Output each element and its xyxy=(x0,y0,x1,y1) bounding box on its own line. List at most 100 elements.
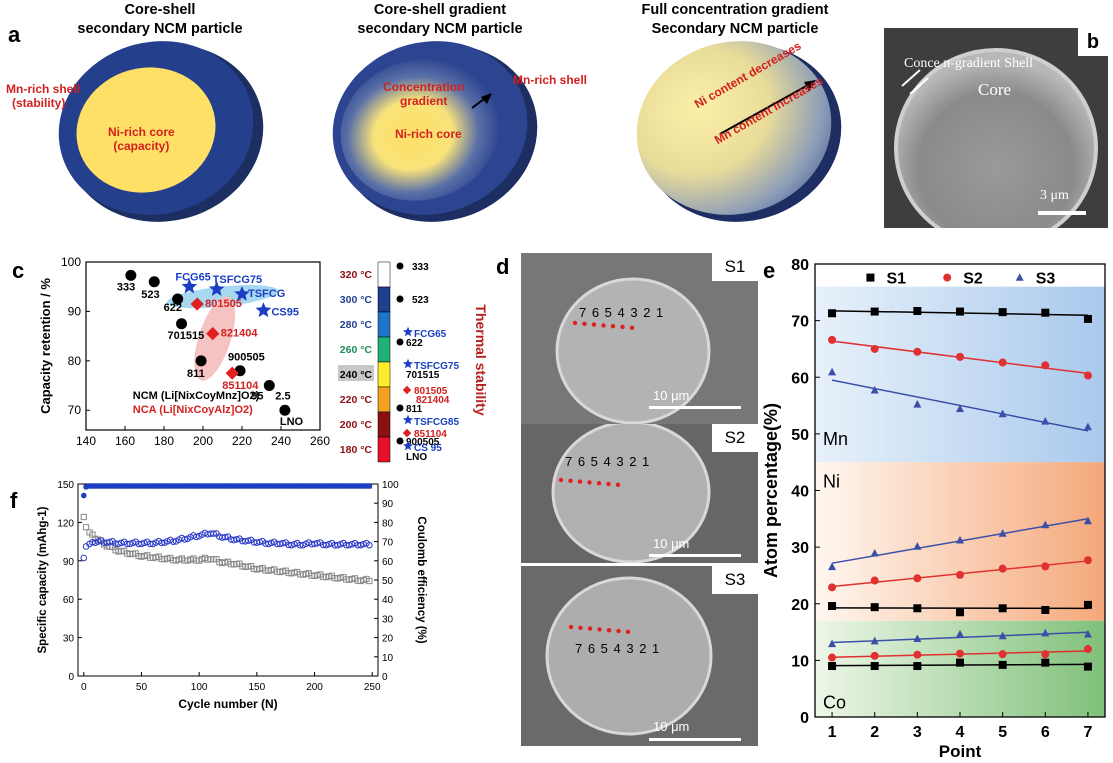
point-S1-Mn xyxy=(828,309,837,318)
y-tick-label: 30 xyxy=(63,634,75,645)
point-S1-Co xyxy=(998,660,1007,669)
plot-frame xyxy=(77,483,379,677)
point-label-333: 333 xyxy=(117,281,135,293)
point-S1-Mn xyxy=(1041,308,1050,317)
point-S2-Ni xyxy=(828,583,837,592)
point-523 xyxy=(148,276,160,288)
s1-scale: 10 μm xyxy=(653,388,690,403)
cycle-point xyxy=(288,541,295,549)
particle2-title-line2: secondary NCM particle xyxy=(357,21,523,37)
ni-label: Ni xyxy=(823,472,840,492)
point-label-701515: 701515 xyxy=(168,330,205,342)
legend-label-S2: S2 xyxy=(963,271,983,288)
y-tick-label: 80 xyxy=(68,354,82,368)
point-S1-Ni xyxy=(998,604,1007,613)
mn-band xyxy=(815,286,1105,463)
thermal-label-900505: 900505 xyxy=(406,437,440,448)
thermal-marker xyxy=(396,262,404,270)
point-S3-Mn xyxy=(1041,417,1050,425)
point-S2-Mn xyxy=(870,344,879,353)
point-S1-Ni xyxy=(1083,600,1092,609)
point-S3-Co xyxy=(870,636,879,645)
measurement-dot xyxy=(596,481,602,486)
x-tick-label: 7 xyxy=(1083,724,1092,741)
measurement-dot xyxy=(601,323,606,328)
point-label-CS95: CS95 xyxy=(271,306,299,318)
x-axis-label: Point xyxy=(939,742,982,761)
x-tick-label: 5 xyxy=(998,724,1007,741)
point-S1-Ni xyxy=(1041,605,1050,614)
cycle-point xyxy=(181,536,189,543)
y-tick-label: 100 xyxy=(61,255,81,269)
particle2-title-line1: Core-shell gradient xyxy=(373,2,507,18)
point-S3-Co xyxy=(998,631,1007,640)
y-tick-label: 60 xyxy=(63,595,75,606)
x-tick-label: 4 xyxy=(956,724,965,741)
measurement-dot xyxy=(620,324,625,330)
point-TSFCG xyxy=(234,285,250,301)
y-tick-label: 70 xyxy=(68,403,82,417)
y2-tick-label: 100 xyxy=(382,480,399,491)
particle1-title-line1: Core-shell xyxy=(124,2,196,18)
thermal-label-801505: 801505 xyxy=(414,386,448,397)
point-S1-Co xyxy=(870,662,879,671)
point-label-801505: 801505 xyxy=(205,298,242,310)
cycle-point xyxy=(366,541,373,549)
panel-b-scale: 3 μm xyxy=(1040,188,1069,203)
measurement-dot xyxy=(597,627,602,632)
point-S2-Co xyxy=(956,649,964,658)
measurement-dot xyxy=(606,628,612,633)
measurement-dot xyxy=(578,625,583,630)
point-701515 xyxy=(176,318,188,330)
panel-d-s2-image: S2 7 6 5 4 3 2 1 10 μm xyxy=(521,424,758,563)
point-label-900505: 900505 xyxy=(228,352,265,364)
y-tick-label: 30 xyxy=(791,540,809,557)
thermal-label-523: 523 xyxy=(412,295,429,306)
point-S2-Ni xyxy=(956,570,964,579)
temp-label: 180 °C xyxy=(340,444,373,456)
panel-d-red-dots xyxy=(558,320,635,634)
cycle-point xyxy=(106,538,114,546)
temp-label: 240 °C xyxy=(340,369,373,381)
cycle-point xyxy=(221,533,229,541)
point-label-95: 95 xyxy=(251,391,263,403)
point-S1-Ni xyxy=(913,604,922,613)
thermal-label-LNO: LNO xyxy=(406,452,427,463)
thermal-label-851104: 851104 xyxy=(414,429,447,440)
thermal-marker xyxy=(403,358,413,369)
s1-label: S1 xyxy=(712,253,758,281)
point-label-821404: 821404 xyxy=(221,328,259,340)
point-S3-Ni xyxy=(956,535,964,544)
measurement-dot xyxy=(558,477,564,483)
point-S2-Mn xyxy=(1083,371,1092,380)
x-tick-label: 160 xyxy=(115,434,135,448)
point-S1-Co xyxy=(1083,662,1092,671)
legend-label-S3: S3 xyxy=(1036,271,1056,288)
measurement-dot xyxy=(616,628,621,634)
x-tick-label: 220 xyxy=(232,434,252,448)
point-S2-Mn xyxy=(828,335,837,344)
thermal-segment xyxy=(377,261,391,288)
point-S1-Co xyxy=(1041,658,1050,667)
panel-d-s3-image: S3 7 6 5 4 3 2 1 10 μm xyxy=(521,566,758,746)
point-S3-Ni xyxy=(1083,516,1092,525)
cycle-point xyxy=(115,540,122,548)
point-label-523: 523 xyxy=(141,289,159,301)
thermal-label-TSFCG85: TSFCG85 xyxy=(414,417,459,428)
x-tick-label: 200 xyxy=(306,682,323,693)
x-tick-label: 140 xyxy=(76,434,96,448)
y2-axis-label: Coulomb efficiency (%) xyxy=(415,516,427,643)
panel-e-label: e xyxy=(763,258,776,283)
point-S2-Ni xyxy=(1041,562,1050,571)
x-tick-label: 200 xyxy=(193,434,213,448)
point-S2-Ni xyxy=(913,574,922,583)
thermal-marker xyxy=(396,295,404,303)
point-TSFCG75 xyxy=(208,280,225,296)
point-LNO xyxy=(279,404,291,416)
point-811 xyxy=(195,355,207,367)
cycle-point xyxy=(244,537,252,544)
legend-nca: NCA (Li[NixCoyAlz]O2) xyxy=(133,404,253,416)
y2-tick-label: 40 xyxy=(382,595,394,606)
y2-tick-label: 80 xyxy=(382,518,394,529)
measurement-dot xyxy=(615,482,621,487)
